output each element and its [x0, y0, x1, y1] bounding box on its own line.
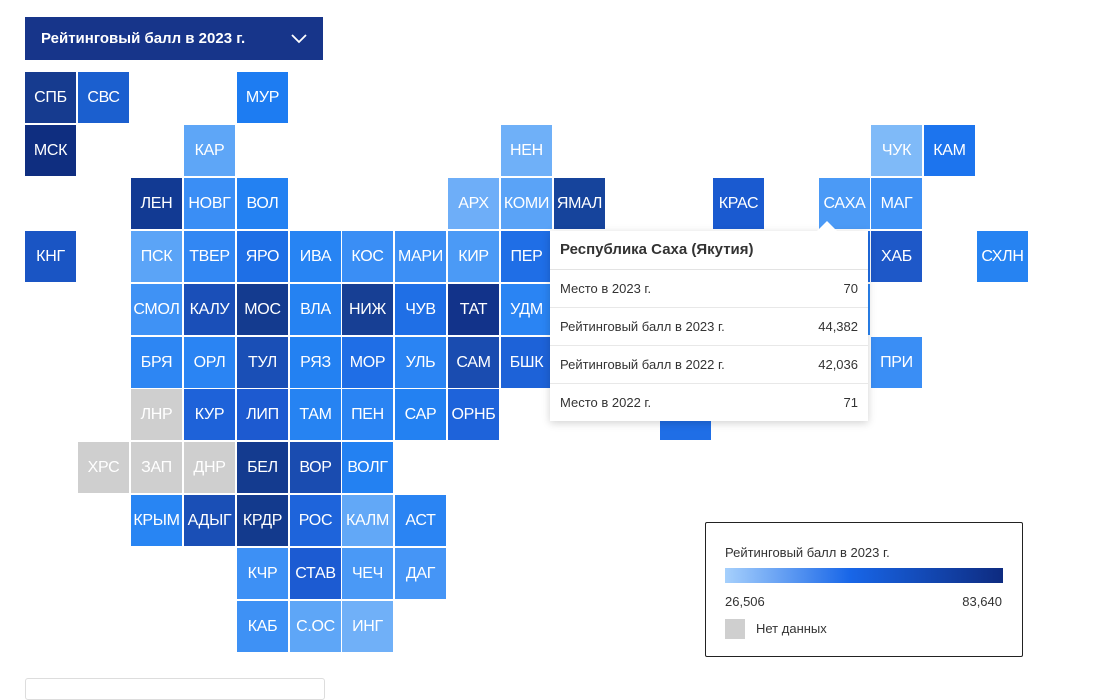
region-tile-43[interactable]: БШК: [501, 337, 552, 388]
region-tile-53[interactable]: ЗАП: [131, 442, 182, 493]
region-tile-6[interactable]: ЧУК: [871, 125, 922, 176]
tooltip-title: Республика Саха (Якутия): [550, 231, 868, 270]
tooltip-row-label: Место в 2022 г.: [560, 395, 652, 410]
tooltip-row-value: 42,036: [818, 357, 858, 372]
region-tile-49[interactable]: ПЕН: [342, 389, 393, 440]
legend-nodata-label: Нет данных: [756, 621, 827, 636]
region-tile-26[interactable]: ХАБ: [871, 231, 922, 282]
region-tile-39[interactable]: РЯЗ: [290, 337, 341, 388]
region-tile-36[interactable]: БРЯ: [131, 337, 182, 388]
region-tile-69[interactable]: С.ОС: [290, 601, 341, 652]
region-tile-64[interactable]: КЧР: [237, 548, 288, 599]
region-tile-56[interactable]: ВОР: [290, 442, 341, 493]
region-tile-35[interactable]: УДМ: [501, 284, 552, 335]
region-tile-10[interactable]: ВОЛ: [237, 178, 288, 229]
region-tile-30[interactable]: МОС: [237, 284, 288, 335]
region-tile-60[interactable]: КРДР: [237, 495, 288, 546]
region-tile-2[interactable]: МУР: [237, 72, 288, 123]
secondary-dropdown[interactable]: [25, 678, 325, 700]
region-tile-3[interactable]: МСК: [25, 125, 76, 176]
region-tile-57[interactable]: ВОЛГ: [342, 442, 393, 493]
region-tile-4[interactable]: КАР: [184, 125, 235, 176]
region-tile-24[interactable]: КИР: [448, 231, 499, 282]
region-tile-31[interactable]: ВЛА: [290, 284, 341, 335]
tooltip-row: Рейтинговый балл в 2023 г. 44,382: [550, 308, 868, 346]
region-tile-51[interactable]: ОРНБ: [448, 389, 499, 440]
region-tile-66[interactable]: ЧЕЧ: [342, 548, 393, 599]
indicator-dropdown[interactable]: Рейтинговый балл в 2023 г.: [25, 17, 323, 60]
region-tile-45[interactable]: ЛНР: [131, 389, 182, 440]
russia-tile-map: Рейтинговый балл в 2023 г. СПБ СВС МУР МСК К…: [25, 17, 1028, 700]
tooltip-row-value: 44,382: [818, 319, 858, 334]
region-tile-23[interactable]: МАРИ: [395, 231, 446, 282]
region-tile-70[interactable]: ИНГ: [342, 601, 393, 652]
tooltip-row: Место в 2023 г. 70: [550, 270, 868, 308]
region-tile-44[interactable]: ПРИ: [871, 337, 922, 388]
region-tile-68[interactable]: КАБ: [237, 601, 288, 652]
region-tile-41[interactable]: УЛЬ: [395, 337, 446, 388]
chevron-down-icon: [291, 33, 307, 44]
region-tile-59[interactable]: АДЫГ: [184, 495, 235, 546]
region-tile-46[interactable]: КУР: [184, 389, 235, 440]
tooltip-row: Рейтинговый балл в 2022 г. 42,036: [550, 346, 868, 384]
region-tile-65[interactable]: СТАВ: [290, 548, 341, 599]
region-tile-0[interactable]: СПБ: [25, 72, 76, 123]
region-tile-27[interactable]: СХЛН: [977, 231, 1028, 282]
indicator-dropdown-label: Рейтинговый балл в 2023 г.: [41, 30, 246, 47]
region-tile-62[interactable]: КАЛМ: [342, 495, 393, 546]
tooltip-row-label: Место в 2023 г.: [560, 281, 652, 296]
region-tile-48[interactable]: ТАМ: [290, 389, 341, 440]
region-tile-21[interactable]: ИВА: [290, 231, 341, 282]
region-tile-42[interactable]: САМ: [448, 337, 499, 388]
region-tile-38[interactable]: ТУЛ: [237, 337, 288, 388]
region-tile-15[interactable]: САХА: [819, 178, 870, 229]
region-tile-8[interactable]: ЛЕН: [131, 178, 182, 229]
legend-title: Рейтинговый балл в 2023 г.: [725, 545, 890, 560]
region-tile-22[interactable]: КОС: [342, 231, 393, 282]
region-tile-37[interactable]: ОРЛ: [184, 337, 235, 388]
tooltip-row: Место в 2022 г. 71: [550, 384, 868, 421]
region-tile-29[interactable]: КАЛУ: [184, 284, 235, 335]
region-tile-33[interactable]: ЧУВ: [395, 284, 446, 335]
legend-min-value: 26,506: [725, 594, 765, 609]
region-tile-28[interactable]: СМОЛ: [131, 284, 182, 335]
region-tile-12[interactable]: КОМИ: [501, 178, 552, 229]
tooltip-row-value: 70: [843, 281, 858, 296]
region-tile-58[interactable]: КРЫМ: [131, 495, 182, 546]
legend-gradient-bar: [725, 568, 1003, 583]
region-tile-1[interactable]: СВС: [78, 72, 129, 123]
region-tile-5[interactable]: НЕН: [501, 125, 552, 176]
region-tile-16[interactable]: МАГ: [871, 178, 922, 229]
tooltip-row-label: Рейтинговый балл в 2023 г.: [560, 319, 725, 334]
region-tooltip: Республика Саха (Якутия) Место в 2023 г.…: [550, 221, 868, 421]
region-tile-17[interactable]: КНГ: [25, 231, 76, 282]
region-tile-25[interactable]: ПЕР: [501, 231, 552, 282]
region-tile-61[interactable]: РОС: [290, 495, 341, 546]
region-tile-55[interactable]: БЕЛ: [237, 442, 288, 493]
region-tile-63[interactable]: АСТ: [395, 495, 446, 546]
legend-max-value: 83,640: [962, 594, 1002, 609]
tooltip-caret: [816, 221, 838, 232]
region-tile-13[interactable]: ЯМАЛ: [554, 178, 605, 229]
region-tile-40[interactable]: МОР: [342, 337, 393, 388]
region-tile-52[interactable]: ХРС: [78, 442, 129, 493]
region-tile-67[interactable]: ДАГ: [395, 548, 446, 599]
tooltip-row-label: Рейтинговый балл в 2022 г.: [560, 357, 725, 372]
region-tile-18[interactable]: ПСК: [131, 231, 182, 282]
region-tile-50[interactable]: САР: [395, 389, 446, 440]
region-tile-11[interactable]: АРХ: [448, 178, 499, 229]
region-tile-19[interactable]: ТВЕР: [184, 231, 235, 282]
region-tile-7[interactable]: КАМ: [924, 125, 975, 176]
region-tile-32[interactable]: НИЖ: [342, 284, 393, 335]
region-tile-20[interactable]: ЯРО: [237, 231, 288, 282]
legend-nodata-swatch: [725, 619, 745, 639]
region-tile-9[interactable]: НОВГ: [184, 178, 235, 229]
region-tile-34[interactable]: ТАТ: [448, 284, 499, 335]
region-tile-47[interactable]: ЛИП: [237, 389, 288, 440]
region-tile-54[interactable]: ДНР: [184, 442, 235, 493]
tooltip-row-value: 71: [843, 395, 858, 410]
region-tile-14[interactable]: КРАС: [713, 178, 764, 229]
color-legend: Рейтинговый балл в 2023 г. 26,506 83,640…: [705, 522, 1023, 657]
